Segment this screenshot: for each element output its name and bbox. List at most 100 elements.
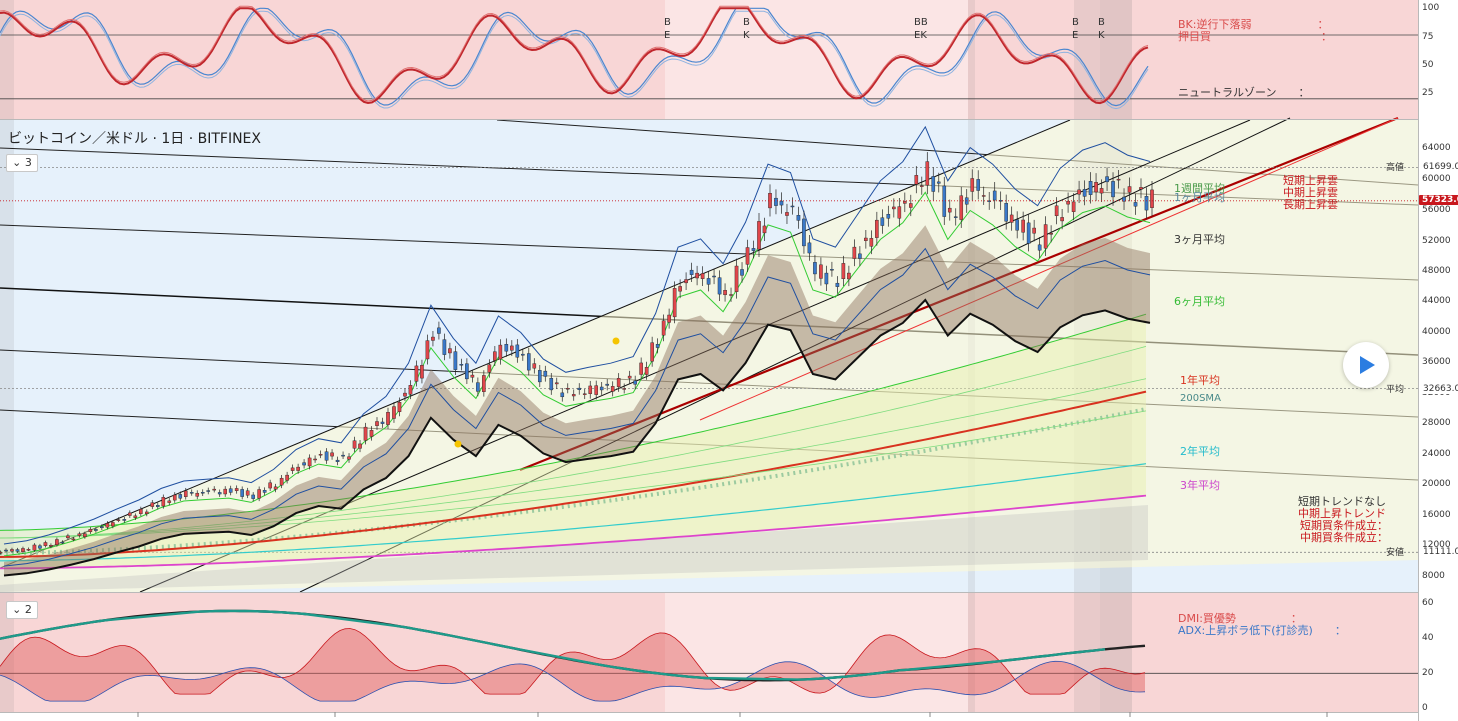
candle [144, 511, 149, 515]
candle [1082, 189, 1087, 197]
candle [762, 225, 767, 234]
candle [1139, 187, 1143, 190]
adx-rising-line [0, 609, 1106, 681]
signal-marker-top: B [1098, 17, 1105, 28]
candle [448, 348, 452, 354]
candle [1054, 205, 1059, 217]
candle [689, 269, 694, 275]
candle [375, 421, 379, 426]
candle [510, 345, 514, 351]
candle [465, 363, 469, 380]
candle [947, 207, 952, 213]
candle [369, 430, 374, 437]
candle [251, 494, 255, 499]
cloud-label-short: 短期上昇雲 [1283, 174, 1338, 187]
stoch-tick: 100 [1422, 3, 1440, 13]
price-tick: 64000 [1422, 143, 1451, 153]
candle [397, 402, 402, 412]
play-button[interactable] [1343, 342, 1389, 388]
candle [1111, 181, 1115, 198]
candle [139, 509, 143, 514]
stoch-tick: 75 [1422, 32, 1434, 42]
band-lower [3, 247, 1151, 567]
candle [802, 218, 806, 247]
signal-marker-top: B [664, 17, 671, 28]
di-plus-line [0, 628, 1146, 695]
signal-marker-top: B [743, 17, 750, 28]
candle [43, 542, 48, 546]
candle [712, 275, 716, 278]
signal-marker-bottom: EK [914, 30, 927, 41]
cloud-label-long: 長期上昇雲 [1283, 198, 1338, 211]
candle [453, 351, 458, 370]
price-tick: 52000 [1422, 236, 1451, 246]
candle [1009, 214, 1014, 223]
candle [605, 383, 610, 386]
symbol-title[interactable]: ビットコイン／米ドル · 1日 · BITFINEX [8, 131, 261, 147]
candle [813, 262, 817, 275]
ma-1m-label: 1ヶ月平均 [1174, 191, 1225, 204]
dmi-status: DMI:買優勢 ： [1178, 612, 1302, 625]
stoch-status-2: 押目買 ： [1178, 30, 1332, 43]
candle [414, 365, 419, 382]
candle [307, 457, 312, 467]
ma-1w-line [3, 191, 1151, 557]
signal-dot [612, 337, 620, 345]
candle [875, 219, 879, 238]
candle [302, 462, 306, 466]
price-tick: 40000 [1422, 327, 1451, 337]
candle [167, 500, 172, 503]
candle [1150, 189, 1154, 208]
candle [588, 385, 593, 394]
dmi-pane [0, 609, 1418, 702]
channel-upper [0, 119, 1071, 569]
candle [386, 412, 390, 425]
dmi-pane-count: 2 [24, 603, 32, 616]
price-tick: 8000 [1422, 571, 1445, 581]
adx-status: ADX:上昇ボラ低下(打診売) ： [1178, 624, 1346, 637]
candle [240, 489, 244, 497]
candle [4, 549, 8, 552]
candle [970, 178, 975, 192]
candle [100, 526, 104, 529]
candle [318, 454, 323, 456]
avg-label: 平均 [1386, 385, 1405, 395]
main-pane-toggle[interactable]: ⌄ 3 [6, 154, 38, 172]
current-price-tag: 57323.0 [1419, 195, 1458, 205]
candle [1043, 224, 1048, 249]
candle [77, 533, 82, 536]
candle [1004, 203, 1008, 222]
candle [616, 378, 621, 388]
candle [560, 392, 565, 398]
stochastic-pane [0, 5, 1418, 110]
trend-status-3: 短期買条件成立： [1300, 519, 1388, 532]
ma-6m-band [0, 378, 1147, 539]
candle [678, 286, 682, 292]
low-value: 11111.0 [1420, 547, 1458, 557]
dmi-tick: 20 [1422, 668, 1434, 678]
ma-2y-label: 2年平均 [1180, 445, 1220, 458]
price-tick: 16000 [1422, 510, 1451, 520]
main-pane-count: 3 [24, 156, 32, 169]
candle [841, 263, 846, 280]
price-tick: 56000 [1422, 205, 1451, 215]
candle [380, 421, 385, 424]
candle [919, 185, 924, 187]
candle [347, 456, 351, 460]
candle [88, 529, 93, 532]
candle [847, 272, 851, 280]
candle [790, 205, 795, 208]
dmi-pane-toggle[interactable]: ⌄ 2 [6, 601, 38, 619]
candle [796, 215, 801, 221]
stoch-tick: 50 [1422, 60, 1434, 70]
price-tick: 20000 [1422, 479, 1451, 489]
candle [358, 443, 362, 449]
ma-2y-line [0, 463, 1147, 562]
candle [212, 488, 217, 491]
candle [521, 353, 525, 356]
candle [1071, 201, 1076, 212]
candle [273, 486, 278, 490]
candle [234, 488, 239, 491]
candle [908, 203, 913, 208]
trend-status-1: 短期トレンドなし [1298, 495, 1386, 508]
